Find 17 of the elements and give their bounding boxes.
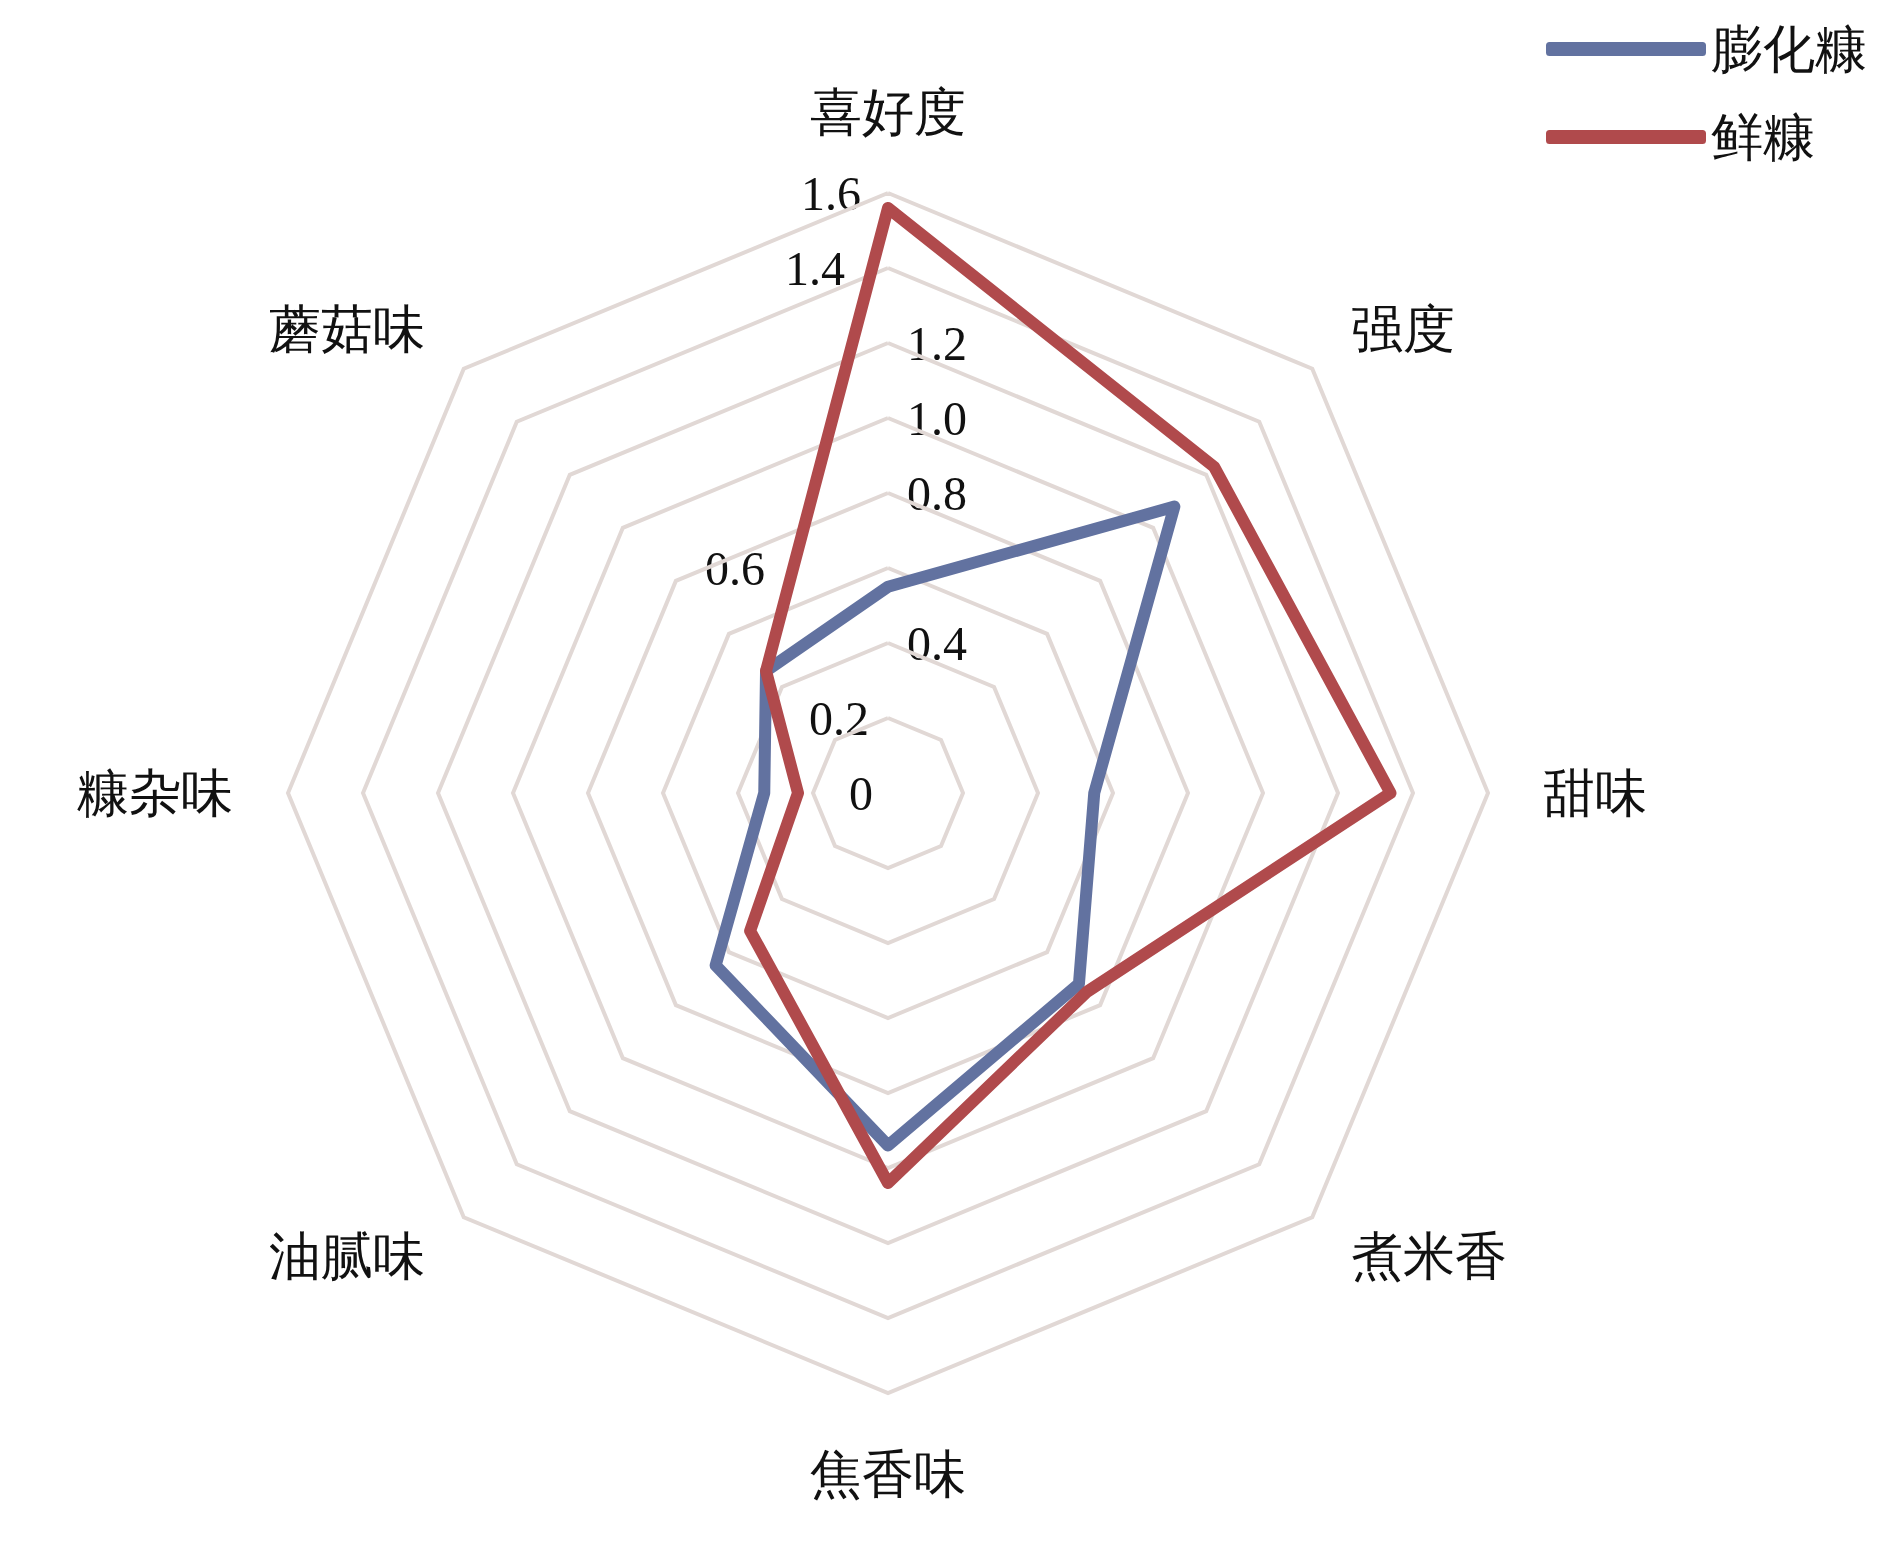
y-tick-label: 0.8 <box>907 466 967 520</box>
spoke-label: 糠杂味 <box>77 764 233 822</box>
y-tick-label: 0.6 <box>705 541 765 595</box>
spoke-label: 油腻味 <box>268 1227 425 1285</box>
y-tick-label: 1.2 <box>907 316 967 370</box>
spoke-label: 喜好度 <box>810 83 966 141</box>
spoke-label: 蘑菇味 <box>268 301 425 359</box>
spoke-label: 煮米香 <box>1351 1227 1508 1285</box>
y-tick-label: 1.4 <box>785 241 845 295</box>
spoke-label: 甜味 <box>1543 764 1647 822</box>
spoke-label: 焦香味 <box>810 1445 966 1503</box>
legend-label: 鲜糠 <box>1711 108 1815 166</box>
y-tick-label: 0.4 <box>907 616 967 670</box>
y-tick-label: 0 <box>849 766 873 820</box>
legend-label: 膨化糠 <box>1711 20 1867 78</box>
spoke-label: 强度 <box>1351 301 1456 359</box>
y-tick-label: 1.0 <box>907 391 967 445</box>
